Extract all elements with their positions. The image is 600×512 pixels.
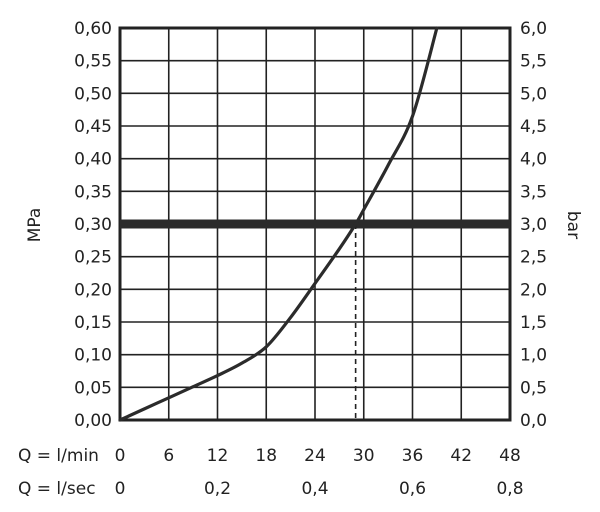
x-axis-lsec-tick-label: 0 — [115, 479, 126, 499]
pressure-loss-curve — [118, 26, 439, 422]
left-axis-tick-label: 0,25 — [74, 248, 112, 268]
right-axis-tick-label: 0,0 — [520, 411, 547, 431]
x-axis-lmin-tick-label: 6 — [163, 446, 174, 466]
x-axis-lsec-tick-label: 0,4 — [301, 479, 328, 499]
x-axis-lsec-tick-label: 0,8 — [496, 479, 523, 499]
left-axis-tick-label: 0,60 — [74, 19, 112, 39]
x-axis-lmin-tick-label: 36 — [402, 446, 424, 466]
left-axis-tick-label: 0,15 — [74, 313, 112, 333]
left-axis-label: MPa — [25, 208, 45, 243]
left-axis-tick-label: 0,05 — [74, 378, 112, 398]
x-axis-lmin-tick-label: 24 — [304, 446, 326, 466]
right-axis-tick-label: 4,0 — [520, 150, 547, 170]
x-axis-lmin-ticks: 0 6 12 18 24 30 36 42 48 — [115, 446, 521, 466]
x-axis-lsec-label: Q = l/sec — [18, 479, 96, 499]
left-axis-tick-label: 0,35 — [74, 182, 112, 202]
left-axis-tick-label: 0,55 — [74, 52, 112, 72]
x-axis-lmin-tick-label: 12 — [207, 446, 229, 466]
right-axis-tick-label: 4,5 — [520, 117, 547, 137]
right-axis-tick-label: 3,0 — [520, 215, 547, 235]
x-axis-lsec-tick-label: 0,6 — [399, 479, 426, 499]
right-axis-ticks: 0,0 0,5 1,0 1,5 2,0 2,5 3,0 3,5 4,0 4,5 5,0 5,5 6,0 — [520, 19, 547, 431]
left-axis-tick-label: 0,20 — [74, 280, 112, 300]
left-axis-tick-label: 0,30 — [74, 215, 112, 235]
right-axis-tick-label: 1,0 — [520, 346, 547, 366]
right-axis-tick-label: 5,0 — [520, 84, 547, 104]
right-axis-tick-label: 3,5 — [520, 182, 547, 202]
x-axis-lmin-tick-label: 48 — [499, 446, 521, 466]
x-axis-lsec-ticks: 0 0,2 0,4 0,6 0,8 — [115, 479, 524, 499]
right-axis-tick-label: 5,5 — [520, 52, 547, 72]
right-axis-tick-label: 2,0 — [520, 280, 547, 300]
x-axis-lsec-tick-label: 0,2 — [204, 479, 231, 499]
x-axis-lmin-tick-label: 18 — [255, 446, 277, 466]
x-axis-lmin-label: Q = l/min — [18, 446, 99, 466]
left-axis-tick-label: 0,50 — [74, 84, 112, 104]
left-axis-tick-label: 0,45 — [74, 117, 112, 137]
right-axis-tick-label: 0,5 — [520, 378, 547, 398]
left-axis-tick-label: 0,40 — [74, 150, 112, 170]
right-axis-tick-label: 1,5 — [520, 313, 547, 333]
right-axis-tick-label: 2,5 — [520, 248, 547, 268]
left-axis-tick-label: 0,00 — [74, 411, 112, 431]
left-axis-ticks: 0,00 0,05 0,10 0,15 0,20 0,25 0,30 0,35 0,40 0,45… — [74, 19, 112, 431]
right-axis-tick-label: 6,0 — [520, 19, 547, 39]
left-axis-tick-label: 0,10 — [74, 346, 112, 366]
x-axis-lmin-tick-label: 42 — [450, 446, 472, 466]
x-axis-lmin-tick-label: 0 — [115, 446, 126, 466]
x-axis-lmin-tick-label: 30 — [353, 446, 375, 466]
right-axis-label: bar — [563, 211, 583, 239]
